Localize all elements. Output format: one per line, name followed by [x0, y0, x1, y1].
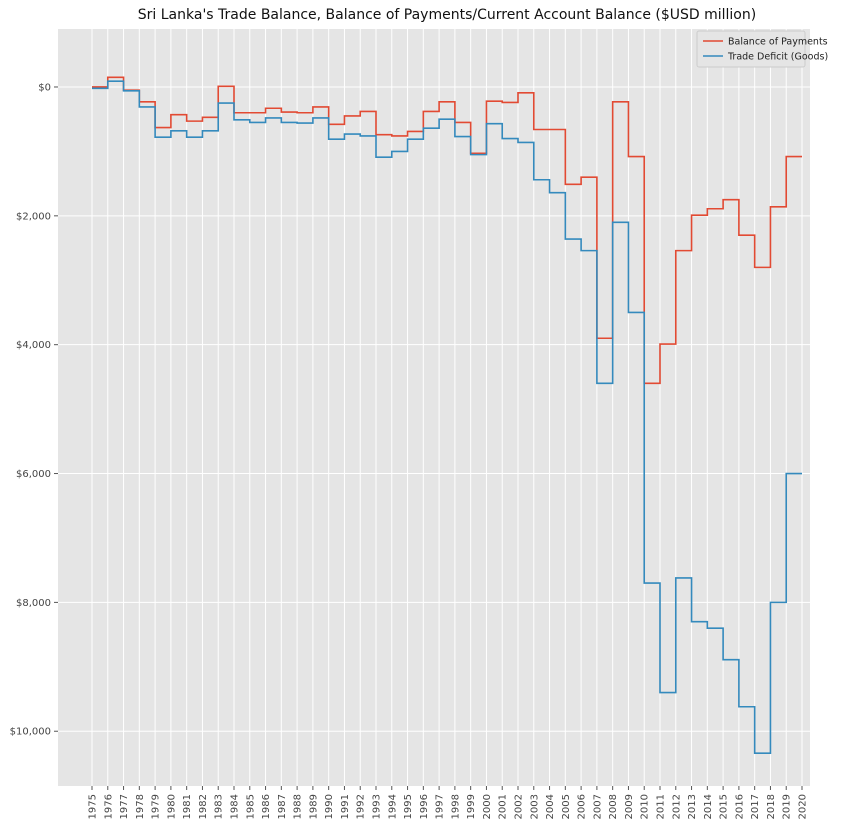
chart-title: Sri Lanka's Trade Balance, Balance of Pa…: [138, 7, 756, 23]
x-tick-label: 1986: [261, 794, 272, 819]
x-tick-label: 2010: [640, 794, 651, 819]
y-axis: $0 $2,000 $4,000 $6,000 $8,000 $10,000: [10, 82, 58, 738]
series-lines: [92, 76, 802, 754]
x-tick-label: 2019: [782, 794, 793, 819]
plot-area: [58, 29, 810, 786]
x-tick-label: 1978: [135, 794, 146, 819]
legend: Balance of Payments Trade Deficit (Goods): [696, 30, 828, 68]
x-tick-label: 2014: [703, 794, 714, 819]
x-tick-label: 1980: [166, 794, 177, 819]
y-tick-label: $4,000: [16, 340, 51, 351]
x-tick-label: 2016: [734, 794, 745, 819]
x-tick-label: 1984: [230, 794, 241, 819]
x-tick-label: 2017: [750, 794, 761, 819]
legend-label: Balance of Payments: [728, 37, 828, 48]
x-tick-label: 1998: [450, 794, 461, 819]
x-tick-label: 2001: [498, 794, 509, 819]
x-tick-label: 1990: [324, 794, 335, 819]
x-tick-label: 1985: [245, 794, 256, 819]
y-tick-label: $2,000: [16, 211, 51, 222]
series-line-2: [92, 80, 802, 754]
x-tick-label: 2002: [514, 794, 525, 819]
x-tick-label: 2015: [719, 794, 730, 819]
x-tick-label: 1995: [403, 794, 414, 819]
y-tick-label: $10,000: [10, 727, 51, 738]
x-tick-label: 2006: [577, 794, 588, 819]
x-tick-label: 1982: [198, 794, 209, 819]
x-tick-label: 1989: [308, 794, 319, 819]
grid-lines: [58, 29, 810, 786]
x-tick-label: 2000: [482, 794, 493, 819]
x-tick-label: 2005: [561, 794, 572, 819]
x-tick-label: 1992: [356, 794, 367, 819]
x-tick-label: 1983: [214, 794, 225, 819]
x-tick-label: 1994: [387, 794, 398, 819]
x-tick-label: 1987: [277, 794, 288, 819]
x-tick-label: 1979: [151, 794, 162, 819]
x-tick-label: 1993: [372, 794, 383, 819]
x-tick-label: 1997: [435, 794, 446, 819]
series-line-1: [92, 76, 802, 385]
y-tick-label: $8,000: [16, 598, 51, 609]
x-tick-label: 2003: [529, 794, 540, 819]
x-tick-label: 1988: [293, 794, 304, 819]
x-tick-label: 2012: [671, 794, 682, 819]
x-axis: 1975 1976 1977 1978 1979 1980 1981 1982 1983 1984…: [88, 786, 809, 819]
x-tick-label: 2008: [608, 794, 619, 819]
x-tick-label: 2007: [592, 794, 603, 819]
x-tick-label: 2013: [687, 794, 698, 819]
x-tick-label: 1999: [466, 794, 477, 819]
x-tick-label: 2004: [545, 794, 556, 819]
x-tick-label: 1977: [119, 794, 130, 819]
y-tick-label: $6,000: [16, 469, 51, 480]
x-tick-label: 1976: [103, 794, 114, 819]
x-tick-label: 1981: [182, 794, 193, 819]
y-tick-label: $0: [38, 82, 51, 93]
x-tick-label: 2009: [624, 794, 635, 819]
x-tick-label: 2020: [798, 794, 809, 819]
x-tick-label: 2018: [766, 794, 777, 819]
x-tick-label: 1975: [88, 794, 99, 819]
x-tick-label: 1991: [340, 794, 351, 819]
x-tick-label: 1996: [419, 794, 430, 819]
legend-box: [696, 30, 806, 68]
x-tick-label: 2011: [656, 794, 667, 819]
legend-label: Trade Deficit (Goods): [727, 52, 828, 63]
